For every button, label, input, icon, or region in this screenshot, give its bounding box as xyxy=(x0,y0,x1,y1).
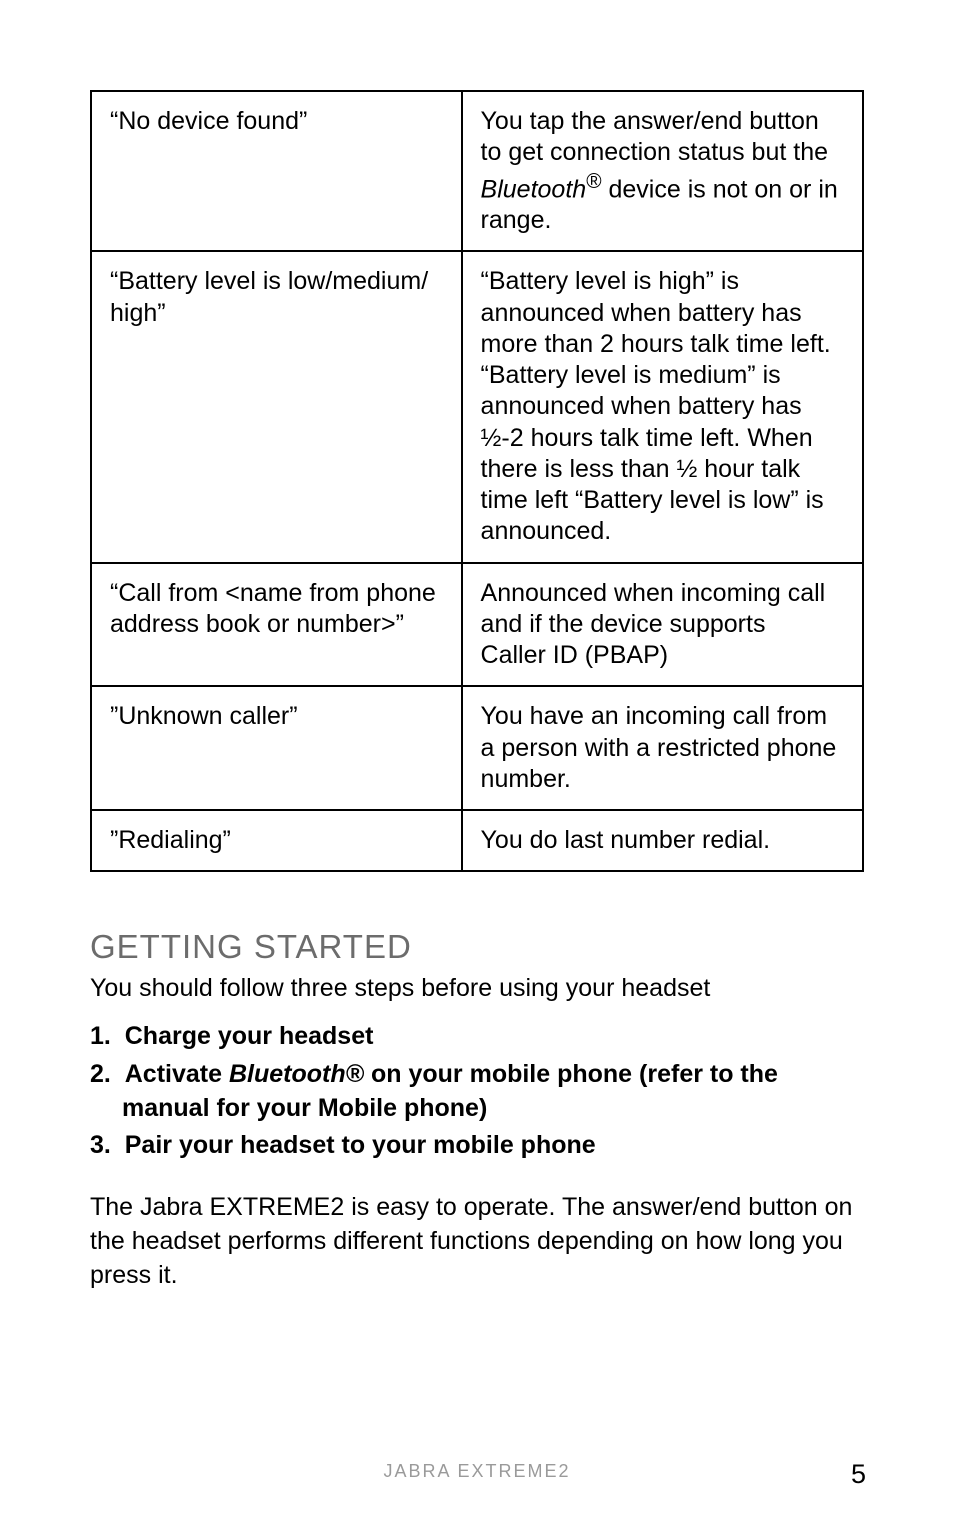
table-row: ”Unknown caller” You have an incoming ca… xyxy=(91,686,863,810)
prompt-cell: “Battery level is low/medium/high” xyxy=(91,251,462,562)
voice-prompts-table: “No device found” You tap the answer/end… xyxy=(90,90,864,872)
meaning-cell: “Battery level is high” is announced whe… xyxy=(462,251,863,562)
document-page: “No device found” You tap the answer/end… xyxy=(0,0,954,1536)
steps-list: Charge your headset Activate Bluetooth® … xyxy=(90,1020,864,1163)
table-row: “Battery level is low/medium/high” “Batt… xyxy=(91,251,863,562)
prompt-cell: “No device found” xyxy=(91,91,462,251)
step-item: Activate Bluetooth® on your mobile phone… xyxy=(90,1058,864,1126)
table-row: “Call from <name from phone address book… xyxy=(91,563,863,687)
meaning-cell: You do last number redial. xyxy=(462,810,863,871)
table-body: “No device found” You tap the answer/end… xyxy=(91,91,863,871)
table-row: ”Redialing” You do last number redial. xyxy=(91,810,863,871)
footer-product-name: JABRA EXTREME2 xyxy=(0,1461,954,1482)
page-number: 5 xyxy=(851,1459,866,1490)
prompt-cell: ”Redialing” xyxy=(91,810,462,871)
table-row: “No device found” You tap the answer/end… xyxy=(91,91,863,251)
step-item: Pair your headset to your mobile phone xyxy=(90,1129,864,1163)
meaning-cell: You have an incoming call from a person … xyxy=(462,686,863,810)
body-paragraph: The Jabra EXTREME2 is easy to operate. T… xyxy=(90,1191,864,1292)
section-heading: GETTING STARTED xyxy=(90,928,864,966)
prompt-cell: ”Unknown caller” xyxy=(91,686,462,810)
step-item: Charge your headset xyxy=(90,1020,864,1054)
lead-paragraph: You should follow three steps before usi… xyxy=(90,972,864,1006)
meaning-cell: You tap the answer/end button to get con… xyxy=(462,91,863,251)
prompt-cell: “Call from <name from phone address book… xyxy=(91,563,462,687)
meaning-cell: Announced when incoming call and if the … xyxy=(462,563,863,687)
